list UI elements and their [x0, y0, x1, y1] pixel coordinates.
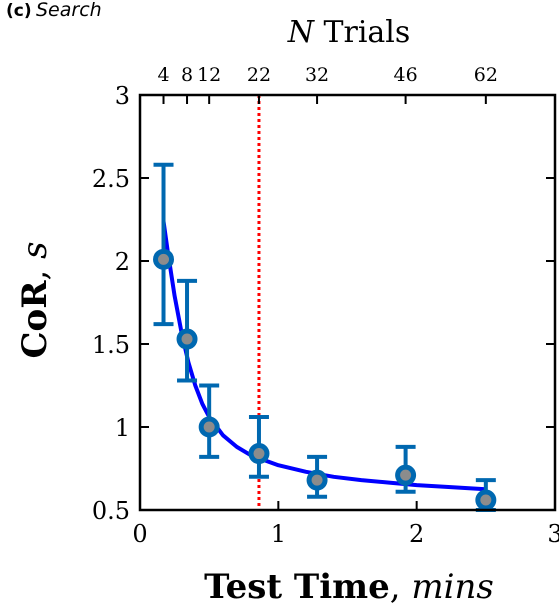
x-tick-label: 1 [271, 520, 286, 548]
plot-frame [138, 93, 557, 512]
panel-label: (c) [6, 1, 32, 21]
x-tick-label: 3 [547, 520, 559, 548]
data-point [198, 416, 220, 438]
data-point [475, 489, 497, 511]
top-tick-label: 62 [474, 64, 498, 86]
top-tick-label: 32 [305, 64, 329, 86]
top-tick-label: 46 [394, 64, 418, 86]
y-tick-label: 1.5 [92, 331, 130, 359]
x-tick-label: 0 [132, 520, 147, 548]
top-axis-label: N Trials [287, 15, 411, 50]
top-tick-label: 8 [181, 64, 193, 86]
fit-curve [161, 220, 486, 492]
top-tick-label: 22 [247, 64, 271, 86]
data-point [248, 443, 270, 465]
y-tick-label: 0.5 [92, 497, 130, 525]
top-tick-label: 4 [157, 64, 169, 86]
x-axis-label: Test Time, mins [204, 567, 494, 607]
data-point [306, 469, 328, 491]
y-tick-label: 2 [115, 248, 130, 276]
data-point [153, 248, 175, 270]
x-tick-label: 2 [409, 520, 424, 548]
data-point [176, 328, 198, 350]
y-tick-label: 3 [115, 82, 130, 110]
panel-title: Search [36, 0, 102, 21]
data-point [395, 464, 417, 486]
y-tick-label: 1 [115, 414, 130, 442]
y-tick-label: 2.5 [92, 165, 130, 193]
y-axis-label: CoR, s [15, 241, 55, 358]
top-tick-label: 12 [197, 64, 221, 86]
plot-area: 0 1 2 30.511.522.534 8 12 22 32 46 62 [92, 64, 559, 548]
